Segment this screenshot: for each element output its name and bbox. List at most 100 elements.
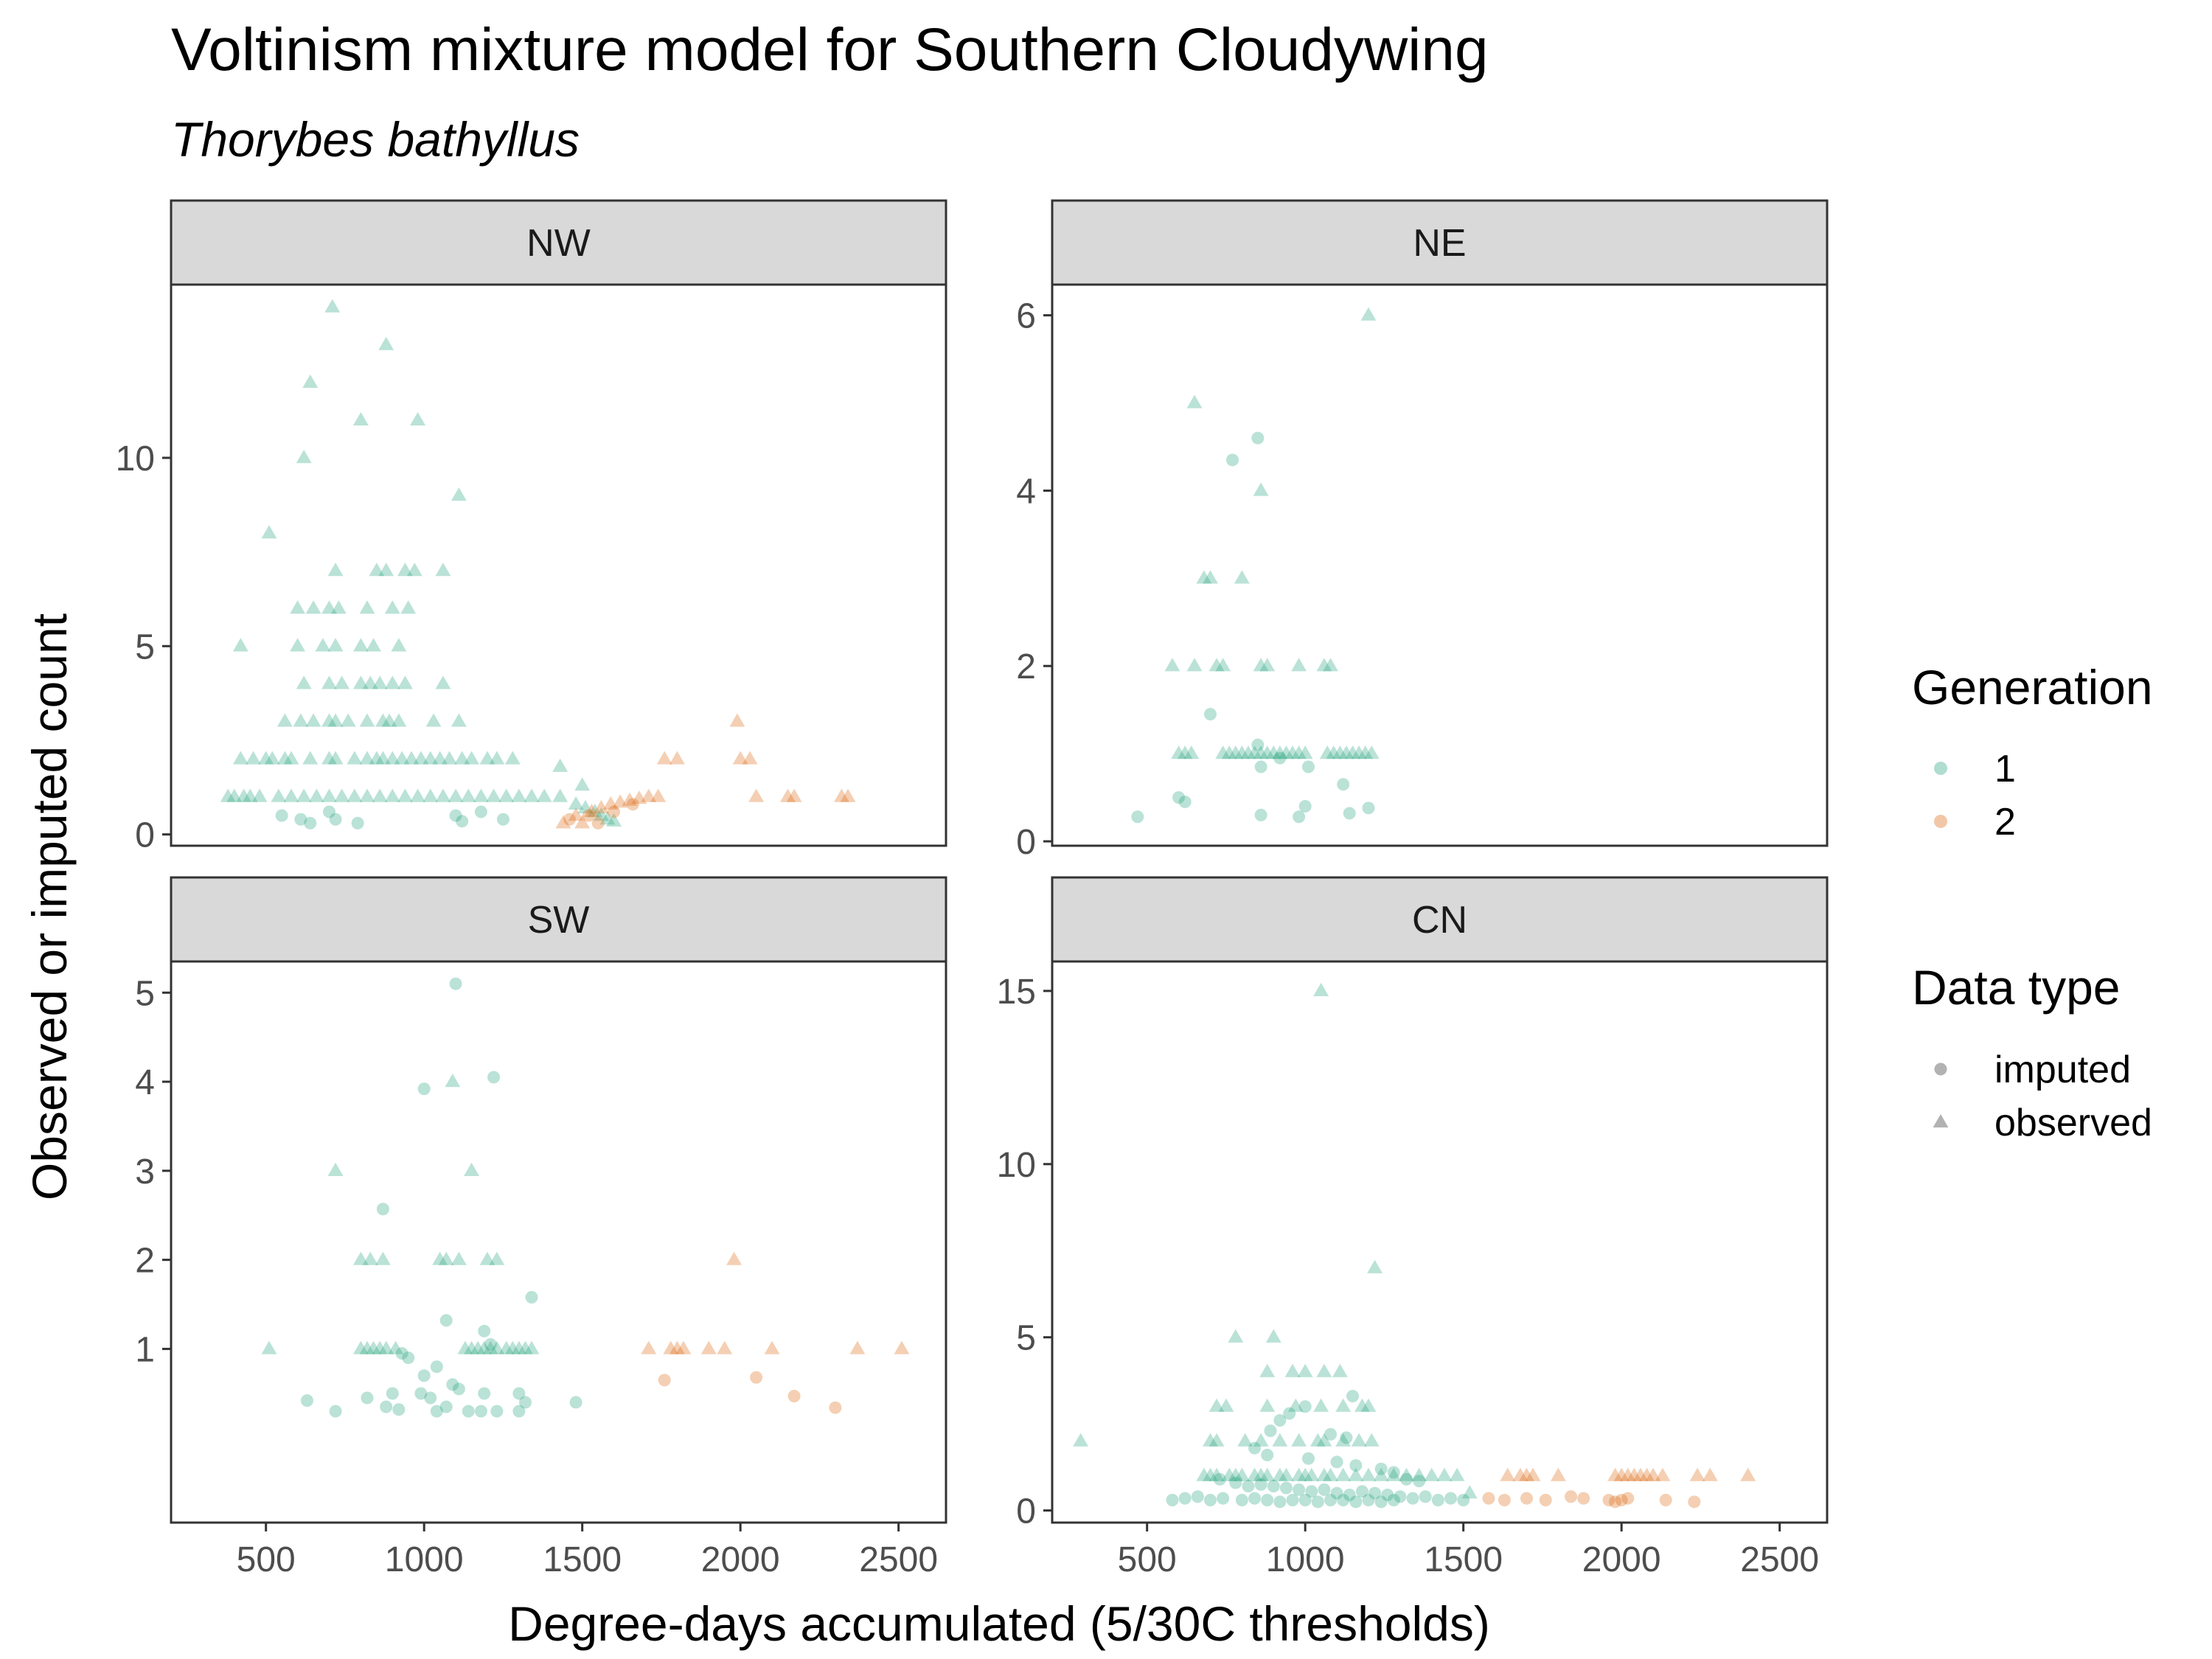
- panel-cn: CN 0 5 10 15 500 1000 1500 2000 2500: [997, 876, 1829, 1579]
- data-point-observed: [435, 563, 451, 577]
- data-point-observed: [1332, 745, 1348, 759]
- data-point-observed: [641, 788, 657, 802]
- x-tick-label: 2000: [1582, 1540, 1661, 1579]
- y-tick-label: 4: [1016, 472, 1036, 511]
- data-point-observed: [1247, 745, 1262, 759]
- data-point-observed: [1215, 745, 1231, 759]
- y-tick-label: 0: [1016, 823, 1036, 862]
- data-point-observed: [276, 713, 293, 727]
- data-point-imputed: [1267, 1480, 1280, 1493]
- facet-strip: [1051, 199, 1829, 286]
- data-point-observed: [726, 1251, 742, 1265]
- data-point-observed: [425, 713, 442, 727]
- data-point-observed: [347, 751, 363, 765]
- data-point-observed: [1259, 1398, 1276, 1412]
- data-point-observed: [366, 638, 381, 652]
- data-point-observed: [498, 788, 515, 802]
- data-point-observed: [1234, 570, 1250, 584]
- data-point-imputed: [1387, 1493, 1400, 1506]
- data-point-imputed: [1311, 1495, 1324, 1509]
- data-point-observed: [1297, 1467, 1313, 1481]
- data-point-imputed: [1217, 1492, 1230, 1505]
- data-point-imputed: [1444, 1492, 1458, 1505]
- data-point-imputed: [1565, 1490, 1578, 1503]
- data-point-imputed: [395, 1346, 408, 1360]
- data-point-observed: [1278, 745, 1294, 759]
- data-point-imputed: [1279, 1481, 1293, 1495]
- data-point-observed: [1284, 1363, 1301, 1377]
- data-point-observed: [400, 600, 417, 614]
- data-point-imputed: [1261, 1448, 1274, 1461]
- data-point-imputed: [1387, 1466, 1400, 1479]
- data-point-observed: [1332, 1363, 1348, 1377]
- data-point-observed: [1689, 1467, 1705, 1481]
- legend-key-generation: [1934, 815, 1947, 828]
- panel-ne: NE 0 2 4 6: [1016, 199, 1829, 862]
- data-point-observed: [432, 1251, 448, 1265]
- data-point-imputed: [417, 1082, 431, 1096]
- data-point-observed: [296, 675, 312, 689]
- data-point-observed: [1316, 1433, 1332, 1447]
- y-tick-label: 2: [135, 1242, 155, 1281]
- data-point-observed: [504, 751, 521, 765]
- facet-strip: [170, 876, 947, 963]
- data-point-observed: [391, 713, 407, 727]
- data-point-observed: [1234, 745, 1250, 759]
- data-point-observed: [236, 788, 252, 802]
- data-point-imputed: [1235, 1493, 1248, 1506]
- data-point-observed: [1203, 1467, 1218, 1481]
- data-point-observed: [378, 1340, 394, 1354]
- data-point-observed: [435, 675, 451, 689]
- data-point-imputed: [439, 1314, 453, 1327]
- data-point-imputed: [380, 1400, 393, 1413]
- data-point-observed: [1208, 1398, 1225, 1412]
- data-point-imputed: [478, 1387, 491, 1400]
- data-point-observed: [612, 794, 628, 808]
- data-point-imputed: [402, 1352, 415, 1365]
- data-point-observed: [1291, 1433, 1307, 1447]
- data-point-observed: [448, 788, 464, 802]
- data-point-imputed: [490, 1405, 504, 1418]
- data-point-observed: [669, 751, 685, 765]
- data-point-observed: [251, 788, 268, 802]
- y-tick-label: 0: [1016, 1492, 1036, 1531]
- data-point-observed: [397, 563, 413, 577]
- data-point-imputed: [563, 813, 577, 826]
- y-tick-label: 5: [1016, 1319, 1036, 1358]
- data-point-observed: [1259, 658, 1276, 672]
- data-point-observed: [568, 807, 584, 821]
- data-point-observed: [1313, 1398, 1329, 1412]
- data-point-imputed: [462, 1405, 475, 1418]
- data-point-imputed: [1337, 1493, 1350, 1506]
- data-point-imputed: [512, 1405, 526, 1418]
- data-point-observed: [391, 638, 407, 652]
- data-point-observed: [780, 788, 796, 802]
- data-point-observed: [369, 751, 385, 765]
- data-point-observed: [732, 751, 748, 765]
- data-point-imputed: [1399, 1472, 1413, 1486]
- data-point-observed: [352, 1251, 369, 1265]
- data-point-observed: [327, 563, 344, 577]
- y-tick-label: 0: [135, 816, 155, 855]
- data-point-imputed: [1324, 1427, 1338, 1441]
- data-point-observed: [1218, 1398, 1234, 1412]
- data-point-observed: [524, 1340, 540, 1354]
- data-point-imputed: [1457, 1493, 1470, 1506]
- data-point-observed: [378, 336, 394, 350]
- data-point-observed: [1278, 1467, 1294, 1481]
- data-point-imputed: [1131, 810, 1144, 824]
- data-point-observed: [1399, 1467, 1414, 1481]
- data-point-observed: [786, 788, 802, 802]
- data-point-observed: [1186, 394, 1203, 408]
- data-point-imputed: [392, 1403, 406, 1416]
- data-point-observed: [302, 374, 319, 388]
- data-point-imputed: [1203, 1493, 1217, 1506]
- y-tick-label: 1: [135, 1330, 155, 1369]
- data-point-imputed: [829, 1401, 842, 1414]
- data-point-observed: [1512, 1467, 1528, 1481]
- data-point-observed: [574, 777, 591, 791]
- data-point-observed: [384, 788, 400, 802]
- data-point-observed: [584, 804, 599, 818]
- data-point-observed: [1221, 745, 1237, 759]
- data-point-observed: [352, 638, 369, 652]
